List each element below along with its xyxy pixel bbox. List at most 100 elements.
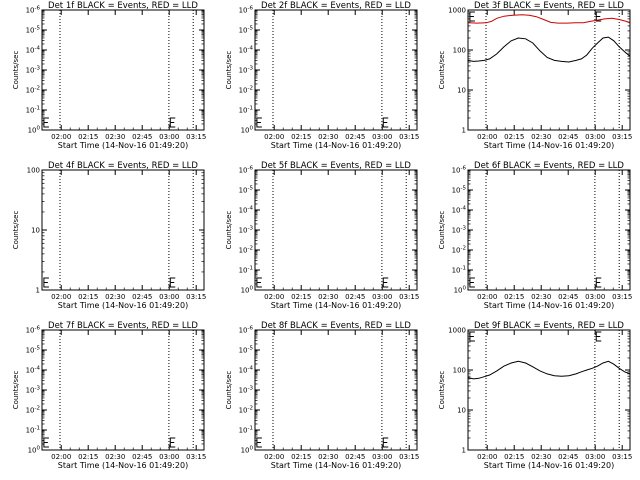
panel-7: Det 7f BLACK = Events, RED = LLD 100 10-1 1… [12, 321, 206, 470]
event-marker [382, 437, 389, 448]
lld-series-line [467, 14, 631, 24]
y-tick-label: 100 [27, 167, 40, 175]
y-tick-label: 10-6 [239, 326, 254, 335]
x-tick-label: 02:30 [318, 293, 338, 301]
y-tick-label: 10-1 [452, 266, 466, 275]
event-marker [169, 117, 176, 128]
y-tick-label: 10-2 [239, 406, 253, 415]
event-marker [256, 437, 262, 448]
y-axis-label: Counts/sec [12, 371, 20, 410]
y-tick-label: 10-1 [26, 426, 40, 435]
y-axis-label: Counts/sec [225, 51, 233, 90]
plot-frame [467, 9, 631, 131]
x-tick-label: 02:00 [51, 293, 71, 301]
plot-frame [41, 329, 205, 451]
x-tick-label: 03:00 [585, 133, 605, 141]
y-tick-label: 1 [462, 447, 466, 455]
y-tick-label: 10-1 [239, 106, 253, 115]
x-tick-label: 03:15 [186, 453, 206, 461]
y-tick-label: 10-4 [26, 46, 41, 55]
y-tick-label: 10-6 [239, 6, 254, 15]
x-axis-label: Start Time (14-Nov-16 01:49:20) [271, 141, 401, 150]
y-tick-label: 1 [36, 287, 40, 295]
x-tick-label: 03:15 [186, 293, 206, 301]
y-tick-label: 10-3 [452, 226, 467, 235]
panel-title: Det 1f BLACK = Events, RED = LLD [48, 1, 198, 11]
x-tick-label: 03:15 [612, 293, 632, 301]
y-tick-label: 10-2 [452, 246, 466, 255]
x-axis-label: Start Time (14-Nov-16 01:49:20) [484, 461, 614, 470]
x-tick-label: 02:00 [477, 293, 497, 301]
event-marker [43, 277, 49, 288]
x-tick-label: 02:15 [504, 453, 524, 461]
x-tick-label: 02:15 [504, 293, 524, 301]
x-tick-label: 02:30 [318, 453, 338, 461]
y-tick-label: 10-4 [239, 366, 254, 375]
event-marker [169, 437, 176, 448]
plot-frame [254, 169, 418, 291]
y-tick-label: 10-6 [26, 6, 41, 15]
y-tick-label: 10-2 [26, 406, 40, 415]
y-tick-label: 1 [462, 127, 466, 135]
y-tick-label: 10-3 [239, 386, 254, 395]
event-marker [382, 277, 389, 288]
plot-frame [467, 329, 631, 451]
plot-frame [41, 9, 205, 131]
event-marker [256, 277, 262, 288]
panel-title: Det 6f BLACK = Events, RED = LLD [474, 161, 624, 171]
x-tick-label: 03:15 [612, 133, 632, 141]
events-series-line [467, 36, 631, 63]
x-tick-label: 03:15 [186, 133, 206, 141]
x-axis-label: Start Time (14-Nov-16 01:49:20) [484, 141, 614, 150]
x-tick-label: 02:00 [477, 133, 497, 141]
y-tick-label: 10-4 [239, 206, 254, 215]
y-tick-label: 10-5 [239, 26, 254, 35]
event-marker [43, 437, 49, 448]
x-tick-label: 02:00 [264, 293, 284, 301]
x-tick-label: 02:00 [477, 453, 497, 461]
x-tick-label: 02:15 [78, 293, 98, 301]
event-marker [469, 11, 475, 22]
x-tick-label: 02:15 [78, 133, 98, 141]
y-tick-label: 100 [453, 367, 466, 375]
x-tick-label: 02:15 [78, 453, 98, 461]
y-axis-label: Counts/sec [225, 211, 233, 250]
y-tick-label: 10-4 [239, 46, 254, 55]
plot-frame [41, 169, 205, 291]
x-tick-label: 02:45 [558, 293, 578, 301]
x-tick-label: 02:30 [105, 133, 125, 141]
y-axis-label: Counts/sec [438, 211, 446, 250]
x-tick-label: 02:45 [132, 133, 152, 141]
x-tick-label: 03:00 [372, 453, 392, 461]
x-tick-label: 02:30 [105, 453, 125, 461]
x-tick-label: 02:45 [132, 453, 152, 461]
panel-9: Det 9f BLACK = Events, RED = LLD 1 10 100 10… [438, 321, 632, 470]
plot-frame [254, 329, 418, 451]
y-axis-label: Counts/sec [12, 211, 20, 250]
y-tick-label: 10-4 [26, 366, 41, 375]
y-tick-label: 100 [241, 446, 254, 455]
y-tick-label: 10 [457, 87, 466, 95]
panel-6: Det 6f BLACK = Events, RED = LLD 100 10-1 1… [438, 161, 632, 310]
panel-title: Det 9f BLACK = Events, RED = LLD [474, 321, 624, 331]
x-tick-label: 03:15 [399, 293, 419, 301]
x-tick-label: 02:00 [51, 133, 71, 141]
panel-title: Det 3f BLACK = Events, RED = LLD [474, 1, 624, 11]
y-tick-label: 10-2 [239, 86, 253, 95]
panel-3: Det 3f BLACK = Events, RED = LLD 1 10 100 10… [438, 1, 632, 150]
x-axis-label: Start Time (14-Nov-16 01:49:20) [271, 301, 401, 310]
x-tick-label: 03:15 [612, 453, 632, 461]
y-axis-label: Counts/sec [12, 51, 20, 90]
event-marker [595, 277, 602, 288]
x-tick-label: 03:15 [399, 133, 419, 141]
y-tick-label: 10 [457, 407, 466, 415]
x-tick-label: 03:00 [585, 453, 605, 461]
y-axis-label: Counts/sec [225, 371, 233, 410]
panel-title: Det 2f BLACK = Events, RED = LLD [261, 1, 411, 11]
x-tick-label: 03:00 [159, 293, 179, 301]
x-tick-label: 02:45 [132, 293, 152, 301]
panel-2: Det 2f BLACK = Events, RED = LLD 100 10-1 1… [225, 1, 419, 150]
y-tick-label: 10-3 [26, 66, 41, 75]
y-tick-label: 1000 [448, 7, 466, 15]
